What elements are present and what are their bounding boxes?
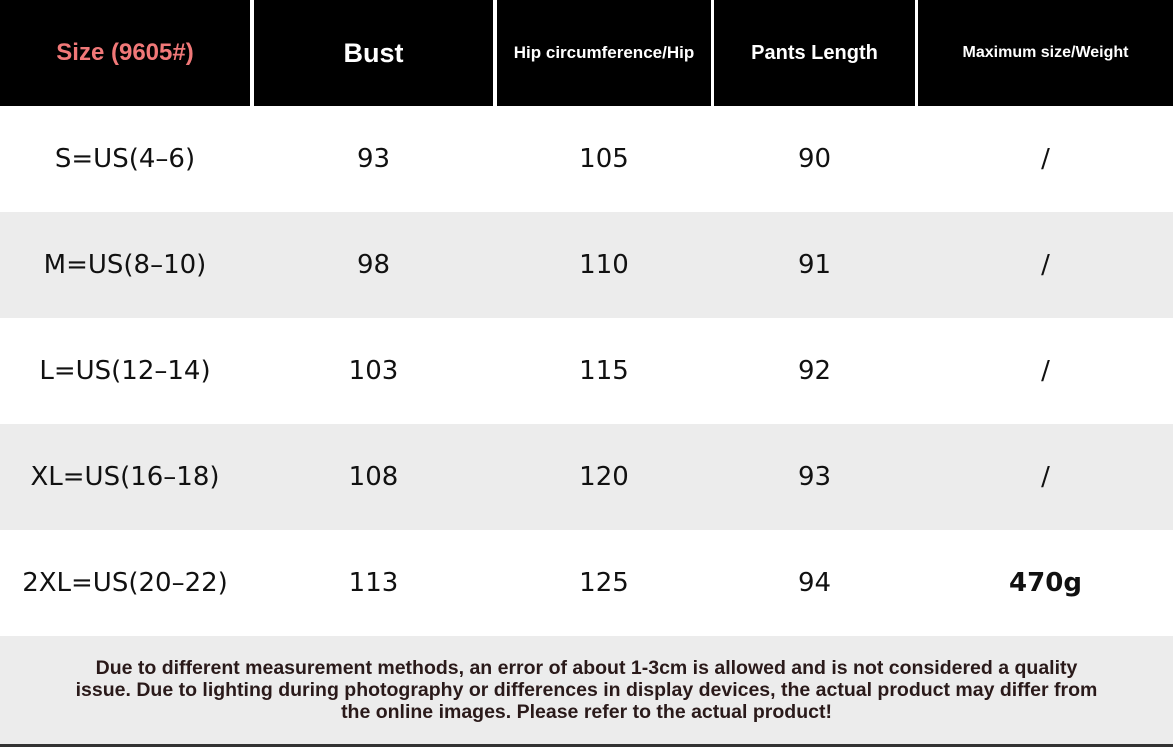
table-cell: 105	[579, 144, 629, 174]
table-cell: 115	[579, 356, 629, 386]
header-cell: Maximum size/Weight	[918, 0, 1173, 106]
row-band	[0, 212, 1173, 318]
table-cell: /	[1041, 356, 1050, 386]
header-cell: Bust	[254, 0, 493, 106]
table-cell: 2XL=US(20–22)	[22, 568, 228, 598]
table-cell: 98	[356, 250, 391, 280]
table-cell: 91	[797, 250, 832, 280]
table-cell: S=US(4–6)	[54, 144, 196, 174]
note-line: issue. Due to lighting during photograph…	[75, 679, 1098, 701]
table-cell: 108	[348, 462, 399, 492]
note-line: Due to different measurement methods, an…	[95, 657, 1078, 679]
row-band	[0, 424, 1173, 530]
table-cell: 92	[797, 356, 832, 386]
table-cell: M=US(8–10)	[43, 250, 207, 280]
table-cell: /	[1041, 462, 1050, 492]
table-cell: 90	[797, 144, 832, 174]
table-cell: 120	[579, 462, 629, 492]
table-cell: /	[1041, 250, 1050, 280]
table-cell: 125	[579, 568, 629, 598]
table-cell: 93	[356, 144, 391, 174]
table-cell: 110	[579, 250, 629, 280]
header-cell: Pants Length	[714, 0, 915, 106]
table-cell: XL=US(16–18)	[30, 462, 220, 492]
table-cell: 94	[797, 568, 832, 598]
note-line: the online images. Please refer to the a…	[341, 701, 832, 723]
table-cell: 93	[797, 462, 832, 492]
header-cell: Hip circumference/Hip	[497, 0, 711, 106]
table-cell: L=US(12–14)	[39, 356, 211, 386]
table-cell: 470g	[1009, 568, 1082, 598]
table-cell: /	[1041, 144, 1050, 174]
table-cell: 113	[348, 568, 399, 598]
header-cell: Size (9605#)	[0, 0, 250, 106]
table-cell: 103	[348, 356, 399, 386]
footer-note: Due to different measurement methods, an…	[0, 636, 1173, 747]
